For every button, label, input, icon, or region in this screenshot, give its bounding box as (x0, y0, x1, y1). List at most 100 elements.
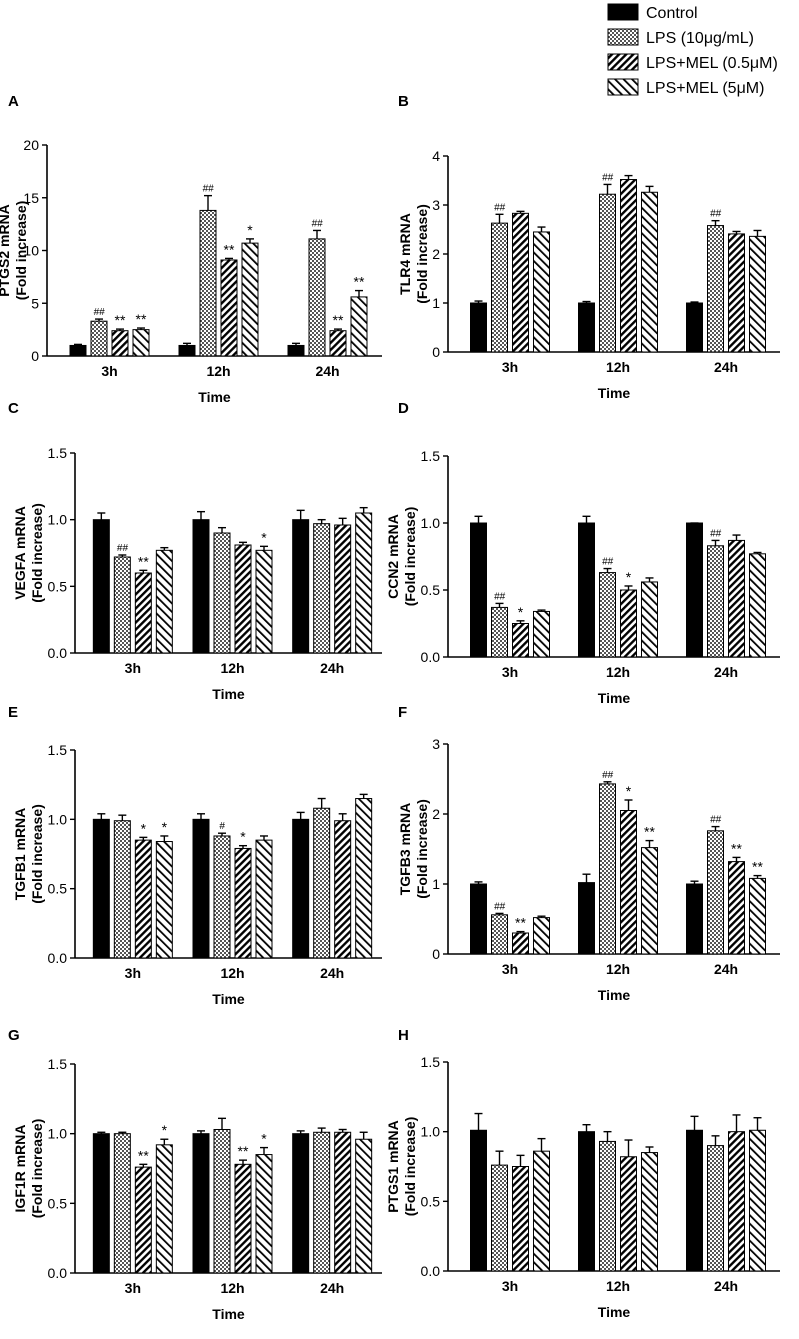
bar-control-3h (470, 883, 487, 955)
x-tick-label: 24h (315, 363, 339, 379)
bar-control-3h (470, 1129, 487, 1272)
bar-lps-mel-0-5-m-3h (111, 330, 129, 357)
y-axis-label-units: (Fold increase) (13, 201, 29, 301)
bar-lps-mel-0-5-m-12h (234, 544, 252, 654)
y-tick-label: 2 (432, 246, 440, 262)
y-axis-label-units: (Fold increase) (414, 204, 430, 304)
legend-swatch-lps (607, 28, 639, 46)
significance-marker: ** (138, 1147, 149, 1163)
x-axis-label: Time (198, 389, 231, 405)
y-tick-label: 0.0 (48, 1265, 68, 1281)
y-axis-label-units: (Fold increase) (29, 804, 45, 904)
y-axis-label: CCN2 mRNA (385, 514, 401, 599)
bar-lps-mel-0-5-m-24h (334, 1131, 352, 1274)
bar-lps-mel-0-5-m-12h (234, 847, 252, 959)
bar-lps-mel-5-m-12h (241, 242, 259, 357)
bar-lps-mel-5-m-24h (355, 512, 373, 654)
y-tick-label: 1.5 (48, 445, 68, 461)
bar-lps-10-g-ml-3h (90, 320, 108, 357)
bar-lps-mel-0-5-m-3h (512, 623, 529, 658)
y-tick-label: 10 (23, 243, 39, 259)
bar-control-3h (69, 344, 87, 357)
x-tick-label: 12h (220, 965, 244, 981)
y-axis-label-units: (Fold increase) (402, 507, 418, 607)
bar-control-12h (192, 519, 210, 654)
x-tick-label: 12h (220, 1280, 244, 1296)
significance-marker: ** (731, 840, 742, 856)
x-tick-label: 3h (125, 1280, 141, 1296)
bar-lps-mel-0-5-m-12h (620, 589, 637, 658)
legend-swatch-lps-mel-0-5 (607, 53, 639, 71)
bar-control-12h (192, 1133, 210, 1274)
x-axis-label: Time (598, 1304, 631, 1320)
y-tick-label: 1.0 (48, 811, 68, 827)
bar-lps-10-g-ml-12h (199, 209, 217, 357)
significance-marker: ** (238, 1143, 249, 1159)
x-tick-label: 24h (714, 359, 738, 375)
legend-label-lps-mel-0-5: LPS+MEL (0.5μM) (646, 55, 778, 72)
x-tick-label: 12h (606, 1278, 630, 1294)
significance-marker: ## (602, 770, 614, 781)
bar-lps-mel-0-5-m-12h (620, 179, 637, 353)
significance-marker: ## (117, 543, 129, 554)
bar-lps-10-g-ml-24h (308, 238, 326, 357)
x-axis-label: Time (598, 690, 631, 706)
panel-label: D (398, 400, 409, 417)
bar-lps-10-g-ml-24h (707, 830, 724, 955)
x-tick-label: 3h (125, 965, 141, 981)
x-tick-label: 12h (206, 363, 230, 379)
bar-lps-mel-5-m-3h (533, 610, 550, 658)
y-tick-label: 2 (432, 806, 440, 822)
x-axis-label: Time (598, 987, 631, 1003)
bar-control-24h (686, 522, 703, 658)
bar-lps-mel-5-m-12h (255, 1154, 273, 1274)
significance-marker: * (518, 604, 524, 620)
y-axis-label: PTGS2 mRNA (0, 204, 12, 297)
bar-lps-mel-5-m-24h (749, 553, 766, 658)
bar-lps-mel-5-m-3h (155, 1144, 173, 1274)
bar-control-24h (287, 344, 305, 357)
significance-marker: * (247, 222, 253, 238)
bar-lps-10-g-ml-12h (213, 1128, 231, 1274)
panel-label: B (398, 93, 409, 110)
y-tick-label: 3 (432, 197, 440, 213)
bar-lps-10-g-ml-3h (491, 914, 508, 955)
bar-lps-mel-0-5-m-24h (728, 539, 745, 658)
bar-lps-10-g-ml-24h (707, 545, 724, 658)
significance-marker: ** (224, 241, 235, 257)
legend-entry-lps-mel-5: LPS+MEL (5μM) (607, 78, 764, 97)
bar-lps-mel-0-5-m-3h (512, 212, 529, 353)
significance-marker: ** (333, 312, 344, 328)
bar-lps-10-g-ml-12h (599, 783, 616, 955)
bar-lps-mel-0-5-m-3h (134, 1166, 152, 1274)
bar-lps-10-g-ml-3h (491, 606, 508, 658)
y-tick-label: 1.0 (48, 1126, 68, 1142)
x-tick-label: 24h (714, 664, 738, 680)
significance-marker: ## (710, 209, 722, 220)
significance-marker: * (261, 1131, 267, 1147)
y-axis-label: PTGS1 mRNA (385, 1120, 401, 1213)
bar-lps-mel-5-m-12h (641, 1152, 658, 1272)
significance-marker: ** (136, 311, 147, 327)
bar-control-12h (178, 344, 196, 357)
y-tick-label: 15 (23, 190, 39, 206)
significance-marker: * (240, 829, 246, 845)
bar-lps-mel-5-m-3h (155, 841, 173, 959)
legend-label-control: Control (646, 5, 698, 22)
significance-marker: ## (602, 557, 614, 568)
bar-lps-10-g-ml-12h (599, 1140, 616, 1272)
significance-marker: ** (354, 274, 365, 290)
panel-label: E (8, 704, 18, 721)
panel-label: A (8, 93, 19, 110)
panel-c-vegfa: C 0.0 0.5 1.0 1.5 VEGFA mRNA (Fold increase) 3h… (8, 400, 382, 702)
bar-lps-10-g-ml-3h (491, 222, 508, 353)
panel-f-tgfb3: F 0 1 2 3 TGFB3 mRNA (Fold increase) 3h 12h 24h ##… (397, 704, 780, 1003)
significance-marker: * (162, 1122, 168, 1138)
y-tick-label: 0.0 (421, 649, 441, 665)
bar-lps-10-g-ml-3h (113, 820, 131, 959)
bar-control-3h (92, 519, 110, 654)
bar-lps-mel-0-5-m-24h (329, 330, 347, 357)
bar-control-24h (292, 1133, 310, 1274)
x-tick-label: 3h (502, 961, 518, 977)
y-tick-label: 20 (23, 137, 39, 153)
